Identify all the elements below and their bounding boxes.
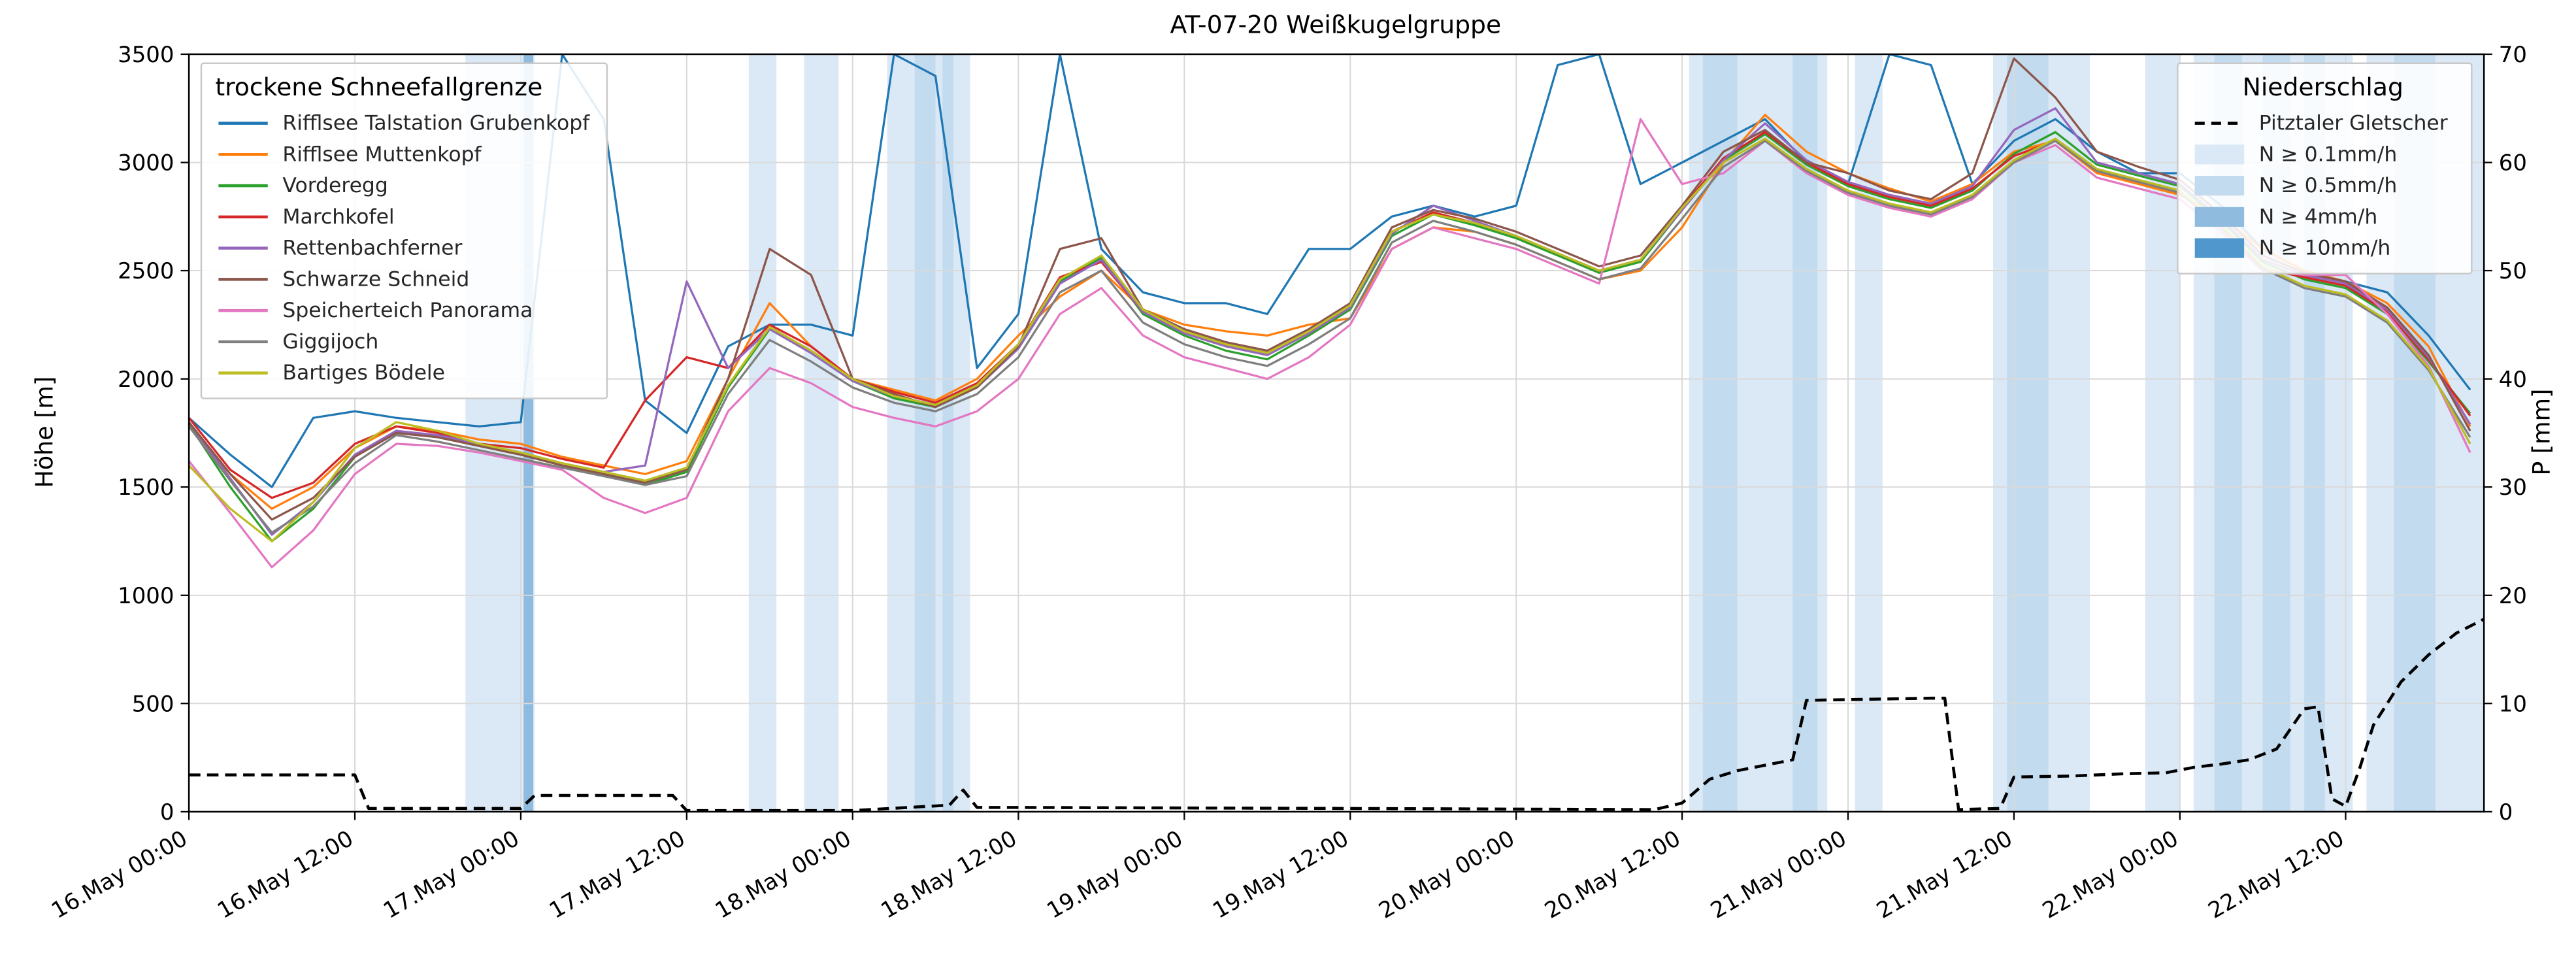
precip-band [748,54,777,812]
y-tick-label-left: 1000 [118,584,174,609]
chart-title: AT-07-20 Weißkugelgruppe [1170,10,1502,39]
y-axis-label-right: P [mm] [2528,389,2556,476]
precip-band [1792,54,1818,812]
y-tick-label-right: 70 [2499,42,2527,68]
legend-item-label: Rifflsee Talstation Grubenkopf [282,110,590,135]
y-tick-label-left: 3500 [118,42,174,68]
legend-item-label: Marchkofel [282,203,395,229]
snowline-series [189,57,2471,521]
band-swatch [2194,206,2245,226]
legend-item-label: N ≥ 0.5mm/h [2258,172,2398,197]
line-swatch [218,339,268,342]
line-swatch [218,276,268,280]
legend-item: Marchkofel [215,201,589,232]
precip-band [1702,54,1738,812]
y-tick-label-right: 0 [2499,800,2513,826]
legend-item: Schwarze Schneid [215,263,589,294]
snowline-series [189,118,2471,569]
y-tick-label-left: 2500 [118,259,174,284]
legend-item: N ≥ 4mm/h [2192,201,2454,232]
legend-item-label: Vorderegg [282,172,388,197]
x-tick-label: 18.May 12:00 [877,826,1021,924]
legend-item: Giggijoch [215,325,589,357]
legend-item-label: N ≥ 0.1mm/h [2258,141,2398,166]
x-tick-label: 21.May 00:00 [1707,826,1851,924]
dashed-line-swatch [2194,121,2245,124]
line-swatch [218,152,268,156]
y-tick-label-right: 30 [2499,475,2527,501]
y-tick-label-right: 20 [2499,584,2527,609]
legend-item-label: Bartiges Bödele [282,359,445,385]
x-tick-label: 19.May 12:00 [1209,826,1353,924]
y-tick-label-left: 3000 [118,151,174,176]
y-tick-label-left: 1500 [118,475,174,501]
line-swatch [218,246,268,249]
line-swatch [218,214,268,218]
legend-item-label: Rettenbachferner [282,235,463,260]
legend-item-label: Pitztaler Gletscher [2258,110,2448,135]
y-tick-label-right: 50 [2499,259,2527,284]
y-tick-label-left: 0 [160,800,174,826]
legend-snowline-title: trockene Schneefallgrenze [215,72,543,102]
y-axis-label-left: Höhe [m] [30,376,58,488]
x-tick-label: 21.May 12:00 [1872,826,2017,924]
legend-precip: Niederschlag Pitztaler Gletscher N ≥ 0.1… [2177,62,2473,275]
line-swatch [218,308,268,312]
legend-item: Bartiges Bödele [215,357,589,388]
legend-precip-title: Niederschlag [2242,72,2403,102]
x-tick-label: 16.May 00:00 [48,826,192,924]
legend-item: Rifflsee Talstation Grubenkopf [215,107,589,138]
plot-border [188,53,2485,813]
y-tick-label-right: 40 [2499,367,2527,393]
legend-item-label: Speicherteich Panorama [282,297,533,322]
y-tick-label-left: 500 [132,692,174,717]
x-tick-label: 19.May 00:00 [1043,826,1187,924]
precip-band [804,54,839,812]
x-tick-label: 17.May 12:00 [545,826,689,924]
x-tick-label: 20.May 00:00 [1375,826,1519,924]
legend-item: N ≥ 0.5mm/h [2192,169,2454,201]
legend-item: Pitztaler Gletscher [2192,107,2454,138]
band-swatch [2194,237,2245,258]
snowline-series [189,137,2471,542]
legend-item-label: Rifflsee Muttenkopf [282,141,482,166]
precip-band [914,54,936,812]
line-swatch [218,183,268,187]
y-tick-label-right: 10 [2499,692,2527,717]
legend-item: Rifflsee Muttenkopf [215,138,589,169]
legend-item: Speicherteich Panorama [215,294,589,325]
band-swatch [2194,143,2245,164]
legend-item: N ≥ 10mm/h [2192,231,2454,263]
x-tick-label: 16.May 12:00 [214,826,358,924]
legend-item-label: N ≥ 10mm/h [2258,235,2391,260]
precip-band [2145,54,2180,812]
x-tick-label: 17.May 00:00 [379,826,523,924]
legend-item-label: N ≥ 4mm/h [2258,203,2378,229]
x-tick-label: 18.May 00:00 [711,826,855,924]
snowline-series [189,139,2471,534]
legend-item: Vorderegg [215,169,589,201]
y-tick-label-right: 60 [2499,151,2527,176]
precip-cumulative-line [189,618,2485,812]
line-swatch [218,371,268,374]
y-tick-label-left: 2000 [118,367,174,393]
legend-item: N ≥ 0.1mm/h [2192,138,2454,169]
precip-band [942,54,954,812]
x-tick-label: 22.May 00:00 [2038,826,2183,924]
band-swatch [2194,175,2245,195]
x-tick-label: 22.May 12:00 [2204,826,2349,924]
legend-item-label: Schwarze Schneid [282,266,470,291]
x-tick-label: 20.May 12:00 [1541,826,1685,924]
precip-band [2007,54,2049,812]
legend-item-label: Giggijoch [282,328,379,354]
line-swatch [218,121,268,124]
legend-snowline: trockene Schneefallgrenze Rifflsee Talst… [200,62,608,399]
legend-item: Rettenbachferner [215,231,589,263]
